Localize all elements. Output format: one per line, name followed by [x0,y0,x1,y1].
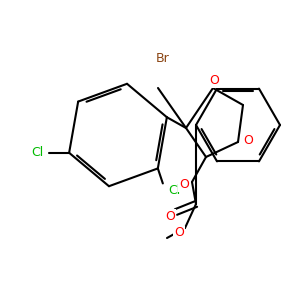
Text: Br: Br [156,52,170,64]
Text: O: O [209,74,219,86]
Text: O: O [174,226,184,239]
Text: O: O [243,134,253,146]
Text: O: O [179,178,189,190]
Text: O: O [165,209,175,223]
Text: Cl: Cl [169,184,181,197]
Text: Cl: Cl [31,146,43,159]
